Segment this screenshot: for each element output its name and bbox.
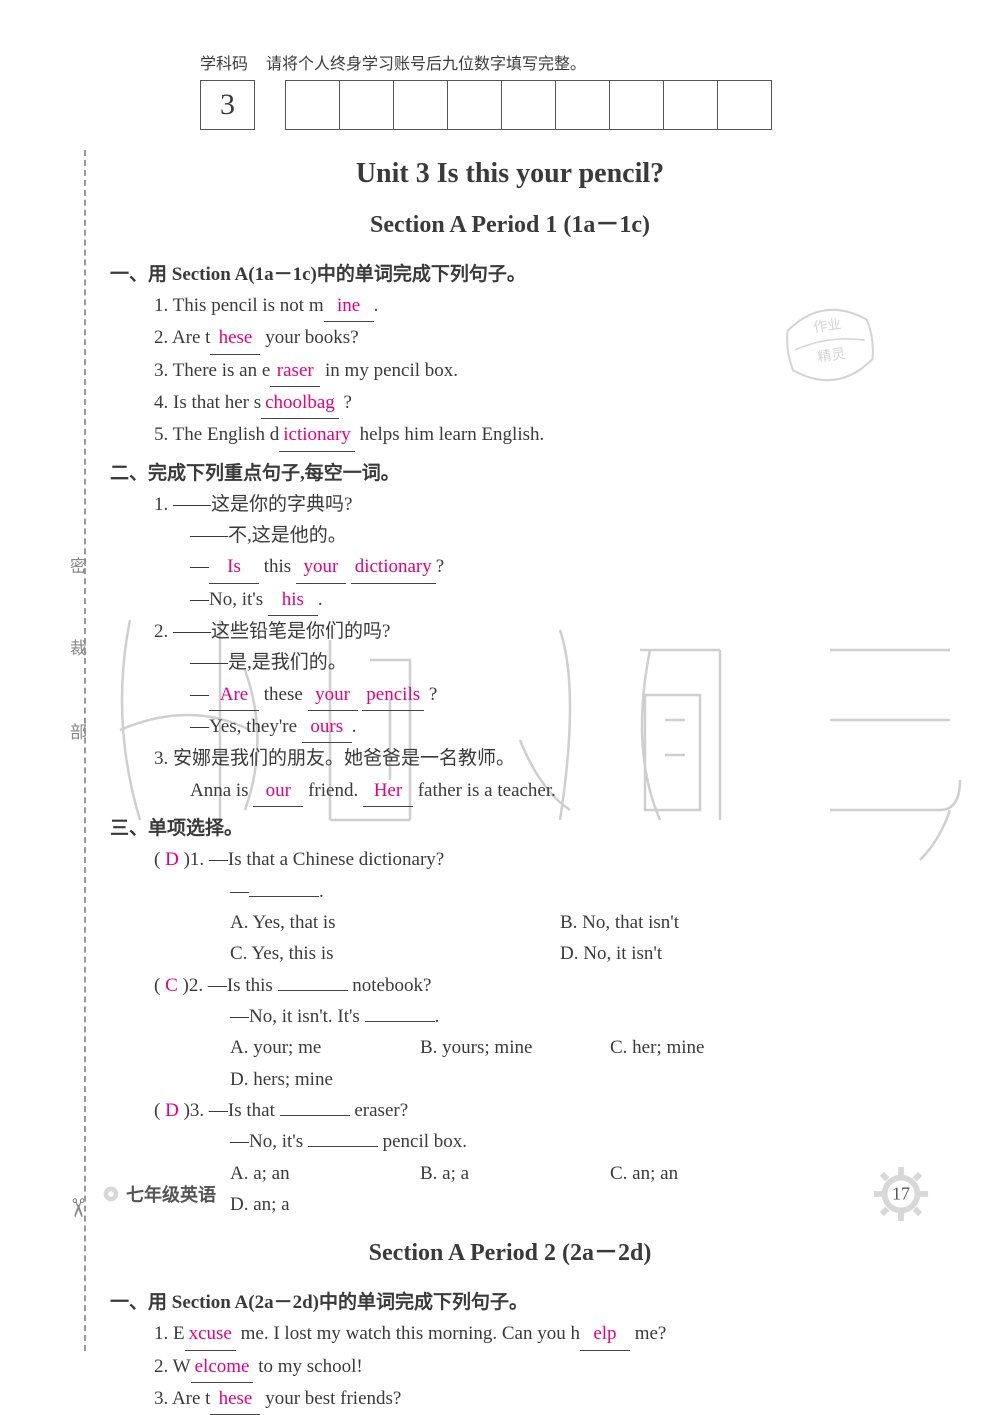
options: A. Yes, that is B. No, that isn't C. Yes…	[230, 907, 910, 970]
option[interactable]: D. hers; mine	[230, 1064, 420, 1095]
mcq-line: —.	[230, 876, 910, 907]
fill-line: 4. Is that her schoolbag ?	[154, 387, 910, 419]
blank	[249, 878, 319, 897]
fill-line: 2. Are these your books?	[154, 322, 910, 354]
page-footer: 七年级英语 17	[100, 1165, 930, 1223]
part2-title: 二、完成下列重点句子,每空一词。	[110, 458, 910, 485]
answer: ours	[302, 711, 352, 743]
mcq-line: ( D )1. —Is that a Chinese dictionary?	[154, 844, 910, 875]
code-box[interactable]	[501, 80, 556, 130]
q-line: ——不,这是他的。	[190, 520, 910, 551]
q-line: Anna is our friend. Her father is a teac…	[190, 775, 910, 807]
answer: your	[308, 679, 358, 711]
option[interactable]: B. yours; mine	[420, 1032, 610, 1063]
q-line: —No, it's his.	[190, 584, 910, 616]
code-box[interactable]	[555, 80, 610, 130]
scissors-icon: ✂	[62, 1197, 92, 1219]
answer: dictionary	[351, 551, 436, 583]
option[interactable]: B. No, that isn't	[560, 907, 890, 938]
footer-text: 七年级英语	[126, 1181, 216, 1207]
code-box[interactable]	[663, 80, 718, 130]
cut-label: 密	[70, 552, 87, 577]
fill-line: 1. Excuse me. I lost my watch this morni…	[154, 1318, 910, 1350]
header-labels: 学科码 请将个人终身学习账号后九位数字填写完整。	[200, 50, 910, 74]
mcq-line: —No, it isn't. It's .	[230, 1001, 910, 1032]
section-title: Section A Period 1 (1a－1c)	[110, 204, 910, 239]
option[interactable]: D. No, it isn't	[560, 938, 890, 969]
blank	[365, 1003, 435, 1022]
fill-line: 3. There is an eraser in my pencil box.	[154, 355, 910, 387]
answer: choolbag	[261, 387, 339, 419]
answer-letter: C	[165, 975, 178, 996]
answer: your	[296, 551, 346, 583]
options: A. your; me B. yours; mine C. her; mine …	[230, 1032, 910, 1095]
part1-title: 一、用 Section A(1a－1c)中的单词完成下列句子。	[110, 259, 910, 286]
code-box[interactable]	[393, 80, 448, 130]
answer: Are	[209, 679, 259, 711]
answer: his	[268, 584, 318, 616]
code-box[interactable]	[285, 80, 340, 130]
mcq-line: —No, it's pencil box.	[230, 1126, 910, 1157]
code-box[interactable]	[339, 80, 394, 130]
part1b-title: 一、用 Section A(2a－2d)中的单词完成下列句子。	[110, 1287, 910, 1314]
blank	[278, 972, 348, 991]
answer: ine	[324, 290, 374, 322]
blank	[280, 1097, 350, 1116]
answer: our	[253, 775, 303, 807]
answer-letter: D	[165, 1100, 179, 1121]
page-number: 17	[892, 1184, 910, 1205]
blank	[308, 1128, 378, 1147]
cut-label: 裁	[70, 634, 87, 659]
code-box[interactable]	[717, 80, 772, 130]
answer: ictionary	[279, 419, 355, 451]
code-box[interactable]	[609, 80, 664, 130]
q-line: ——是,是我们的。	[190, 647, 910, 678]
q-line: —Are these your pencils ?	[190, 679, 910, 711]
page-number-gear: 17	[872, 1165, 930, 1223]
cut-label: 部	[70, 718, 87, 743]
code-box-first[interactable]: 3	[200, 80, 255, 130]
header-instruction: 请将个人终身学习账号后九位数字填写完整。	[266, 50, 586, 74]
q-line: —Yes, they're ours.	[190, 711, 910, 743]
answer: Is	[209, 551, 259, 583]
answer: Her	[363, 775, 413, 807]
answer: pencils	[362, 679, 424, 711]
answer: hese	[210, 1383, 260, 1415]
cut-line	[84, 150, 86, 1351]
answer: hese	[210, 322, 260, 354]
q-line: 3. 安娜是我们的朋友。她爸爸是一名教师。	[154, 743, 910, 774]
answer: elp	[580, 1318, 630, 1350]
section2-title: Section A Period 2 (2a－2d)	[110, 1232, 910, 1267]
option[interactable]: A. Yes, that is	[230, 907, 560, 938]
part3-title: 三、单项选择。	[110, 813, 910, 840]
subject-code-label: 学科码	[200, 50, 248, 74]
fill-line: 3. Are these your best friends?	[154, 1383, 910, 1415]
q-line: —Is this your dictionary?	[190, 551, 910, 583]
option[interactable]: A. your; me	[230, 1032, 420, 1063]
unit-title: Unit 3 Is this your pencil?	[110, 158, 910, 190]
mcq-line: ( D )3. —Is that eraser?	[154, 1095, 910, 1126]
fill-line: 2. Welcome to my school!	[154, 1351, 910, 1383]
mcq-line: ( C )2. —Is this notebook?	[154, 970, 910, 1001]
option[interactable]: C. her; mine	[610, 1032, 800, 1063]
fill-line: 5. The English dictionary helps him lear…	[154, 419, 910, 451]
answer: raser	[270, 355, 320, 387]
code-boxes: 3	[200, 80, 910, 130]
code-box[interactable]	[447, 80, 502, 130]
q-line: 1. ——这是你的字典吗?	[154, 489, 910, 520]
option[interactable]: C. Yes, this is	[230, 938, 560, 969]
answer-letter: D	[165, 849, 179, 870]
answer: elcome	[191, 1351, 254, 1383]
q-line: 2. ——这些铅笔是你们的吗?	[154, 616, 910, 647]
answer: xcuse	[185, 1318, 236, 1350]
fill-line: 1. This pencil is not mine.	[154, 290, 910, 322]
gear-icon	[100, 1183, 122, 1205]
